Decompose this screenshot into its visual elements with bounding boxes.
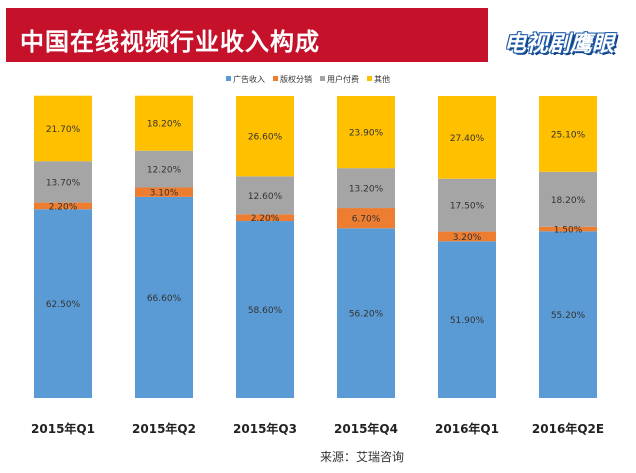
x-tick-label: 2015年Q3 <box>233 421 297 436</box>
chart-legend: 广告收入 版权分销 用户付费 其他 <box>226 74 390 84</box>
data-label: 58.60% <box>248 306 283 316</box>
legend-swatch <box>367 76 372 81</box>
bar-segment-1-4 <box>337 228 395 398</box>
x-tick-label: 2015年Q4 <box>334 421 398 436</box>
page-title: 中国在线视频行业收入构成 <box>20 28 320 56</box>
logo-text: 电视剧鹰眼 <box>504 32 615 57</box>
data-label: 18.20% <box>551 196 586 206</box>
legend-label: 广告收入 <box>233 74 265 84</box>
bar-segment-2-6 <box>539 226 597 232</box>
bar-segment-1-1 <box>34 209 92 398</box>
chart-data-labels: 62.50% 2.20% 13.70% 21.70% 66.60% 3.10% 12.20%… <box>46 120 586 326</box>
title-bar: 中国在线视频行业收入构成 <box>6 8 488 62</box>
source-note: 来源：艾瑞咨询 <box>320 450 405 464</box>
legend-label: 版权分销 <box>280 74 312 84</box>
chart-bars <box>34 95 597 398</box>
legend-swatch <box>226 76 231 81</box>
bar-segment-2-1 <box>34 202 92 210</box>
data-label: 56.20% <box>349 310 384 320</box>
bar-segment-3-1 <box>34 161 92 203</box>
bar-segment-2-5 <box>438 231 496 242</box>
bar-segment-3-2 <box>135 150 193 188</box>
data-label: 2.20% <box>251 214 280 224</box>
data-label: 13.70% <box>46 178 81 188</box>
brand-logo: 电视剧鹰眼 <box>500 8 630 66</box>
data-label: 3.20% <box>453 233 482 243</box>
data-label: 26.60% <box>248 133 283 143</box>
data-label: 21.70% <box>46 125 81 135</box>
x-tick-label: 2015年Q1 <box>31 421 95 436</box>
bar-segment-2-4 <box>337 208 395 229</box>
x-tick-label: 2016年Q2E <box>532 421 604 436</box>
bar-segment-2-2 <box>135 187 193 197</box>
data-label: 3.10% <box>150 189 179 199</box>
bar-segment-1-5 <box>438 241 496 398</box>
data-label: 6.70% <box>352 215 381 225</box>
bar-segment-4-5 <box>438 96 496 179</box>
legend-swatch <box>320 76 325 81</box>
data-label: 17.50% <box>450 202 485 212</box>
legend-label: 用户付费 <box>327 74 359 84</box>
bar-segment-3-6 <box>539 171 597 227</box>
x-tick-label: 2015年Q2 <box>132 421 196 436</box>
data-label: 55.20% <box>551 311 586 321</box>
data-label: 23.90% <box>349 129 384 139</box>
bar-segment-1-6 <box>539 231 597 398</box>
bar-segment-4-4 <box>337 96 395 169</box>
chart-x-ticks: 2015年Q1 2015年Q2 2015年Q3 2015年Q4 2016年Q1 2016年… <box>31 421 604 436</box>
data-label: 66.60% <box>147 294 182 304</box>
data-label: 2.20% <box>49 202 78 212</box>
bar-segment-4-2 <box>135 95 193 151</box>
data-label: 1.50% <box>554 226 583 236</box>
data-label: 18.20% <box>147 120 182 130</box>
bar-segment-4-3 <box>236 96 294 177</box>
data-label: 12.20% <box>147 166 182 176</box>
data-label: 13.20% <box>349 185 384 195</box>
bar-segment-3-4 <box>337 168 395 209</box>
data-label: 62.50% <box>46 300 81 310</box>
data-label: 51.90% <box>450 316 485 326</box>
bar-segment-3-5 <box>438 178 496 232</box>
bar-segment-1-3 <box>236 221 294 398</box>
bar-segment-4-6 <box>539 96 597 172</box>
legend-swatch <box>273 76 278 81</box>
data-label: 25.10% <box>551 130 586 140</box>
bar-segment-4-1 <box>34 95 92 162</box>
x-tick-label: 2016年Q1 <box>435 421 499 436</box>
bar-segment-1-2 <box>135 196 193 398</box>
bar-segment-2-3 <box>236 214 294 222</box>
legend-label: 其他 <box>374 74 390 84</box>
data-label: 12.60% <box>248 192 283 202</box>
data-label: 27.40% <box>450 134 485 144</box>
bar-segment-3-3 <box>236 176 294 215</box>
